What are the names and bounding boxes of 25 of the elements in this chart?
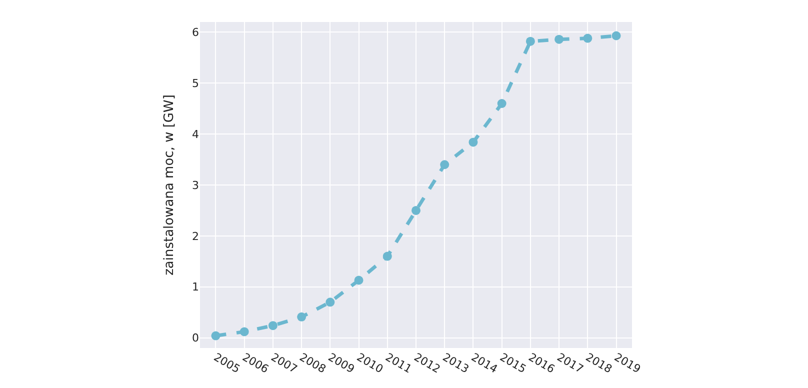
point [268,321,278,330]
point [326,298,335,307]
point [468,138,478,147]
point [440,160,450,170]
x-tick-label: 2017 [554,350,586,376]
point [297,312,306,322]
y-tick-label: 2 [192,230,199,243]
y-tick-label: 0 [192,332,199,345]
point [497,99,506,108]
y-tick-label: 5 [192,76,199,90]
point [240,327,249,336]
point [526,36,535,46]
y-tick-label: 1 [192,280,199,294]
point [412,206,420,215]
x-tick-label: 2007 [268,350,300,376]
y-tick-label: 3 [192,178,199,192]
y-axis-title: zainstalowana moc, w [GW] [162,94,177,276]
point [211,331,220,340]
point [354,276,364,285]
point [382,252,392,261]
y-tick-label: 6 [192,26,199,40]
point [583,34,592,43]
y-tick-label: 4 [192,128,199,141]
point [612,31,621,40]
point [554,34,564,44]
